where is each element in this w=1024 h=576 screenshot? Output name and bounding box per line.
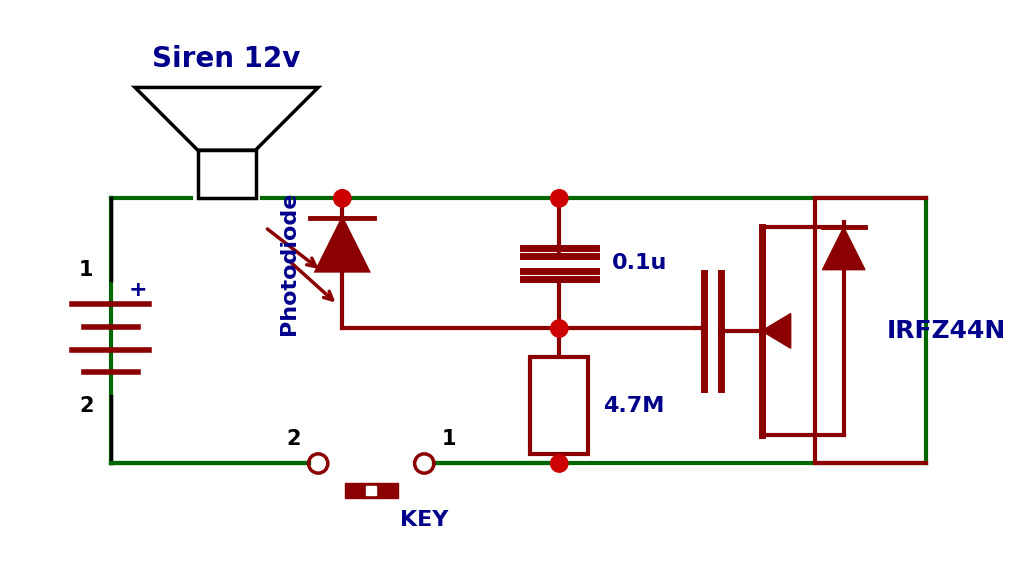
Polygon shape [315, 218, 370, 272]
Polygon shape [822, 228, 865, 270]
Text: 1: 1 [441, 429, 456, 449]
Bar [345, 483, 397, 498]
Text: +: + [128, 280, 146, 300]
Bar [198, 150, 256, 198]
Polygon shape [762, 313, 791, 348]
Bar [530, 358, 588, 454]
Text: IRFZ44N: IRFZ44N [887, 319, 1007, 343]
Text: 2: 2 [79, 396, 93, 416]
Text: 2: 2 [287, 429, 301, 449]
Text: Siren 12v: Siren 12v [153, 45, 301, 73]
Circle shape [551, 190, 568, 207]
Text: 4.7M: 4.7M [603, 396, 664, 416]
Text: Photodiode: Photodiode [280, 192, 299, 335]
Bar [367, 486, 376, 495]
Text: 1: 1 [79, 260, 93, 281]
Polygon shape [135, 88, 318, 150]
Text: 0.1u: 0.1u [612, 253, 668, 274]
Circle shape [551, 455, 568, 472]
Circle shape [334, 190, 351, 207]
Text: KEY: KEY [400, 510, 449, 530]
Circle shape [551, 320, 568, 337]
